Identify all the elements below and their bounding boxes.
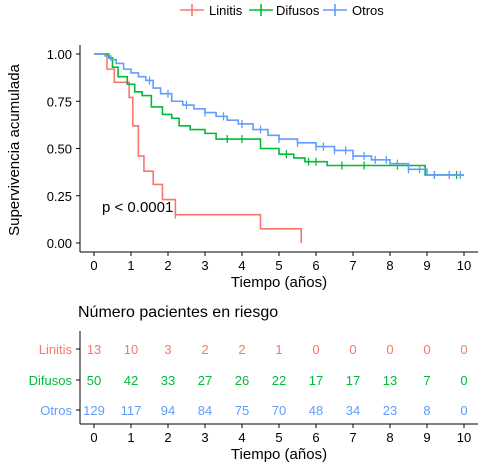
y-tick-label: 0.25 xyxy=(47,189,72,204)
risk-cell: 70 xyxy=(272,403,286,418)
y-ticks: 0.00 0.25 0.50 0.75 1.00 xyxy=(47,47,80,251)
x-tick-label: 3 xyxy=(201,258,208,273)
y-axis-title: Supervivencia acumulada xyxy=(6,63,23,235)
y-tick-label: 0.50 xyxy=(47,142,72,157)
risk-cell: 0 xyxy=(460,403,467,418)
x-ticks: 0 1 2 3 4 5 6 7 8 9 10 xyxy=(90,252,471,273)
x-axis-title: Tiempo (años) xyxy=(231,274,327,291)
legend-item-linitis: Linitis xyxy=(180,3,243,18)
risk-cell: 33 xyxy=(161,373,175,388)
risk-x-tick-label: 0 xyxy=(90,430,97,445)
risk-x-tick-label: 9 xyxy=(423,430,430,445)
p-value-annotation: p < 0.0001 xyxy=(102,199,173,216)
risk-cell: 117 xyxy=(121,403,142,418)
risk-cell: 129 xyxy=(83,403,105,418)
legend-label-otros: Otros xyxy=(352,3,384,18)
risk-x-axis-title: Tiempo (años) xyxy=(231,446,327,463)
risk-row-label: Linitis xyxy=(39,342,73,357)
risk-cell: 0 xyxy=(349,342,356,357)
risk-x-ticks: 0 1 2 3 4 5 6 7 8 9 10 xyxy=(90,424,471,445)
risk-x-tick-label: 4 xyxy=(238,430,245,445)
risk-cell: 50 xyxy=(87,373,101,388)
x-tick-label: 4 xyxy=(238,258,245,273)
risk-cell: 75 xyxy=(235,403,249,418)
risk-cell: 7 xyxy=(423,373,430,388)
x-tick-label: 8 xyxy=(386,258,393,273)
x-tick-label: 9 xyxy=(423,258,430,273)
risk-cell: 13 xyxy=(383,373,397,388)
x-tick-label: 0 xyxy=(90,258,97,273)
risk-cell: 27 xyxy=(198,373,212,388)
risk-cell: 17 xyxy=(309,373,323,388)
risk-cell: 0 xyxy=(312,342,319,357)
legend-label-linitis: Linitis xyxy=(209,3,243,18)
risk-table-title: Número pacientes en riesgo xyxy=(78,304,278,321)
survival-curve-linitis xyxy=(94,53,302,243)
risk-cell: 2 xyxy=(238,342,245,357)
legend-label-difusos: Difusos xyxy=(276,3,320,18)
risk-cell: 0 xyxy=(423,342,430,357)
risk-cell: 84 xyxy=(198,403,212,418)
risk-row-label: Difusos xyxy=(29,373,73,388)
x-tick-label: 2 xyxy=(164,258,171,273)
risk-cell: 22 xyxy=(272,373,286,388)
risk-cell: 1 xyxy=(275,342,282,357)
risk-cell: 2 xyxy=(201,342,208,357)
risk-cell: 0 xyxy=(460,342,467,357)
risk-cell: 0 xyxy=(460,373,467,388)
survival-curve-difusos xyxy=(94,53,464,176)
risk-x-tick-label: 7 xyxy=(349,430,356,445)
risk-x-tick-label: 3 xyxy=(201,430,208,445)
legend-item-otros: Otros xyxy=(323,3,384,18)
risk-cell: 48 xyxy=(309,403,323,418)
risk-x-tick-label: 8 xyxy=(386,430,393,445)
y-tick-label: 1.00 xyxy=(47,47,72,62)
risk-table-row-labels: Linitis Difusos Otros xyxy=(29,342,80,418)
risk-row-label: Otros xyxy=(40,403,72,418)
survival-curve-otros xyxy=(94,53,464,176)
risk-cell: 10 xyxy=(124,342,138,357)
x-tick-label: 6 xyxy=(312,258,319,273)
risk-cell: 0 xyxy=(386,342,393,357)
y-tick-label: 0.00 xyxy=(47,236,72,251)
survival-curves xyxy=(94,53,464,243)
risk-x-tick-label: 5 xyxy=(275,430,282,445)
x-tick-label: 1 xyxy=(127,258,134,273)
risk-x-tick-label: 1 xyxy=(127,430,134,445)
legend-item-difusos: Difusos xyxy=(249,3,320,18)
x-tick-label: 7 xyxy=(349,258,356,273)
x-tick-label: 5 xyxy=(275,258,282,273)
legend: Linitis Difusos Otros xyxy=(180,3,384,18)
risk-x-tick-label: 10 xyxy=(457,430,471,445)
risk-cell: 23 xyxy=(383,403,397,418)
risk-cell: 42 xyxy=(124,373,138,388)
risk-cell: 3 xyxy=(164,342,171,357)
y-tick-label: 0.75 xyxy=(47,94,72,109)
risk-cell: 26 xyxy=(235,373,249,388)
x-tick-label: 10 xyxy=(457,258,471,273)
risk-cell: 17 xyxy=(346,373,360,388)
risk-cell: 8 xyxy=(423,403,430,418)
risk-cell: 13 xyxy=(87,342,101,357)
risk-cell: 34 xyxy=(346,403,360,418)
risk-x-tick-label: 6 xyxy=(312,430,319,445)
risk-cell: 94 xyxy=(161,403,175,418)
risk-x-tick-label: 2 xyxy=(164,430,171,445)
